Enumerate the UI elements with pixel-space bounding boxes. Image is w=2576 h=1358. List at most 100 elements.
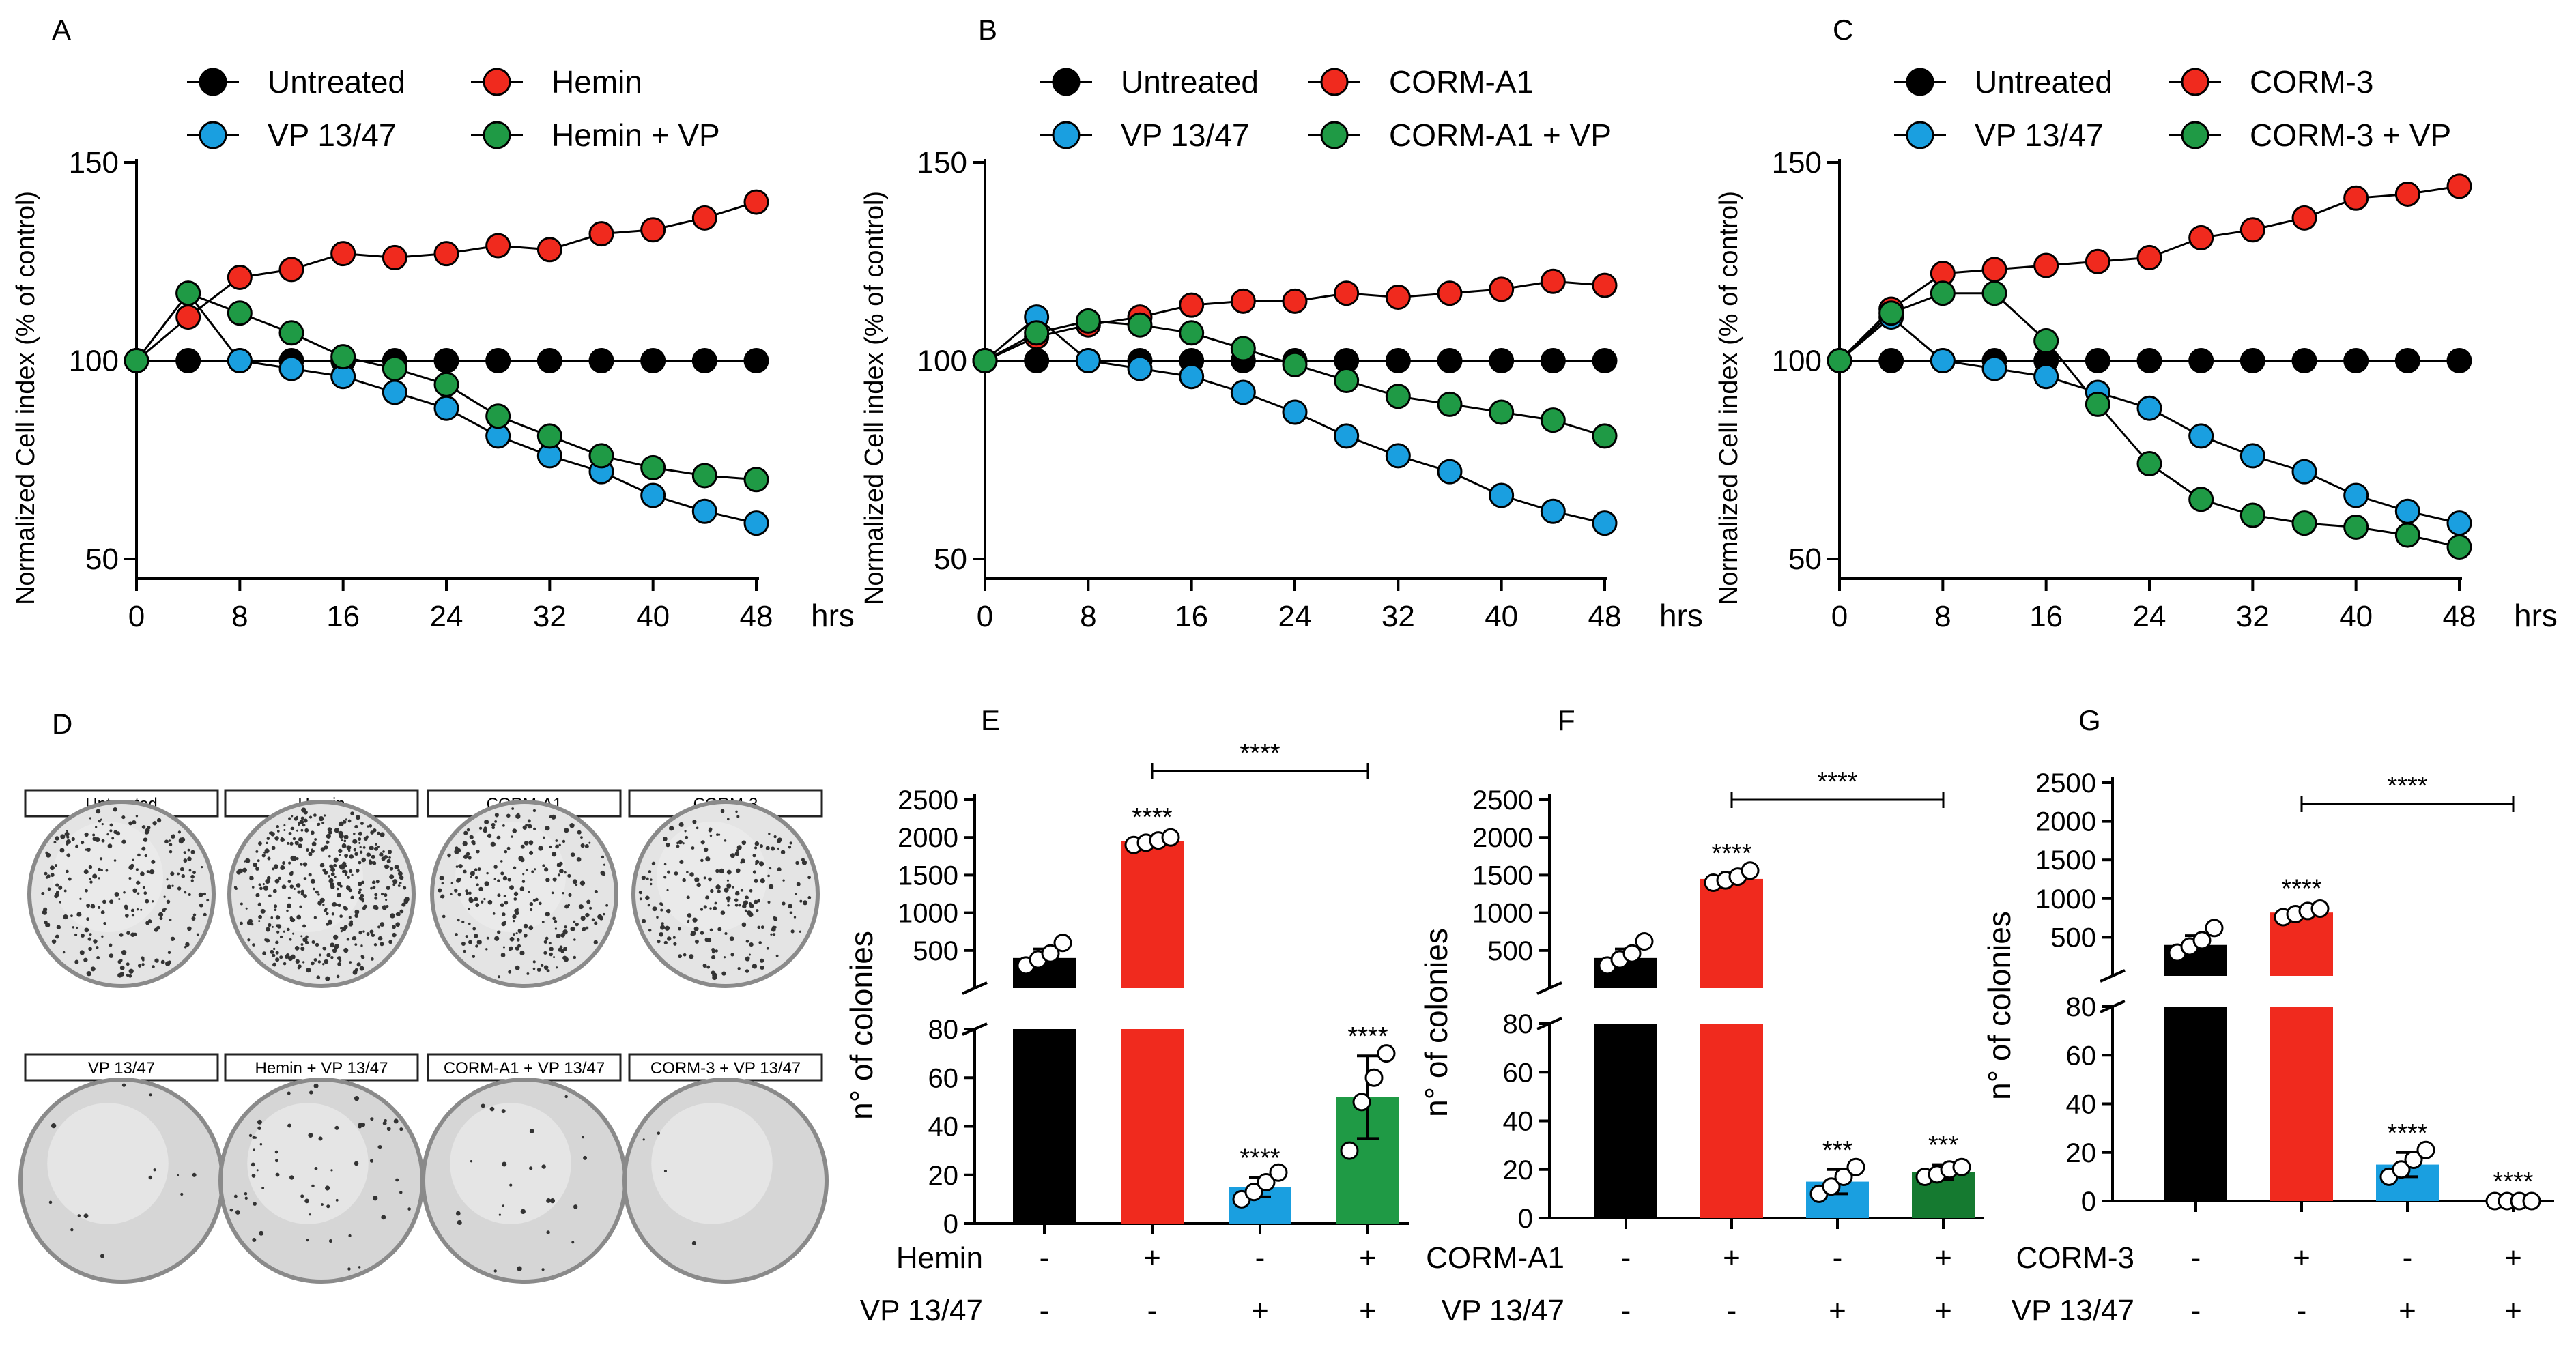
colony [45, 851, 48, 855]
colony [684, 830, 687, 833]
colony [85, 889, 88, 893]
y-tick-label: 1500 [2035, 846, 2096, 876]
colony [86, 917, 89, 921]
colony [549, 1198, 556, 1204]
colony [509, 1183, 513, 1187]
colony [554, 919, 558, 923]
factor-sign: + [1359, 1241, 1377, 1275]
colony [487, 833, 492, 838]
colony [354, 943, 358, 947]
colony [484, 819, 489, 825]
colony [719, 868, 724, 874]
colony [321, 1203, 324, 1206]
colony [394, 865, 399, 870]
colony [170, 936, 175, 941]
y-tick-label: 20 [2066, 1138, 2097, 1168]
panel-label: F [1558, 704, 1575, 736]
colony [294, 946, 300, 951]
colony [709, 907, 712, 910]
colony [358, 831, 362, 836]
colony [767, 901, 771, 904]
colony [541, 921, 545, 923]
colony [502, 1161, 507, 1167]
colony [83, 869, 89, 875]
colony [734, 898, 739, 902]
colony [255, 850, 259, 853]
colony [399, 875, 404, 880]
colony [388, 856, 391, 859]
colony [508, 970, 512, 974]
colony [274, 878, 280, 884]
colony [372, 885, 376, 889]
colony [544, 867, 549, 872]
colony [504, 901, 509, 905]
colony [336, 974, 340, 979]
y-axis-label: n° of colonies [1418, 928, 1454, 1117]
replicate-point [1377, 1044, 1396, 1063]
colony [475, 944, 478, 948]
colony [87, 848, 91, 852]
colony [351, 873, 354, 876]
colony [461, 942, 466, 947]
colony [270, 832, 275, 837]
x-tick-label: 16 [2029, 600, 2063, 633]
colony [466, 852, 470, 856]
colony [513, 933, 515, 936]
data-point [382, 356, 407, 381]
colony [280, 865, 285, 870]
colony [276, 830, 280, 833]
replicate-point [1364, 1068, 1384, 1087]
colony [149, 1093, 152, 1097]
colony [283, 962, 287, 966]
colony [549, 952, 553, 957]
data-point [743, 189, 769, 215]
colony [714, 977, 717, 979]
colony [253, 862, 258, 867]
colony [199, 903, 203, 908]
colony [491, 826, 496, 830]
colony [318, 815, 324, 822]
colony [339, 854, 341, 856]
colony [41, 891, 45, 895]
colony [180, 867, 184, 871]
factor-sign: - [1040, 1294, 1050, 1327]
colony [727, 899, 730, 903]
colony [66, 853, 71, 858]
colony [141, 825, 146, 829]
colony [454, 889, 458, 893]
colony [455, 1211, 461, 1216]
legend-label: Hemin + VP [552, 117, 720, 153]
colony [455, 865, 459, 868]
colony [474, 934, 478, 938]
colony [512, 919, 515, 923]
colony [796, 882, 801, 886]
colony [575, 883, 578, 886]
data-point [1878, 347, 1904, 373]
colony [509, 885, 514, 891]
colony [466, 828, 470, 832]
colony [694, 877, 700, 882]
colony [691, 1241, 696, 1245]
data-point [433, 371, 459, 397]
colony [105, 869, 109, 872]
x-axis-label: hrs [2514, 598, 2558, 633]
colony [801, 858, 805, 862]
colony [67, 839, 70, 842]
colony [136, 880, 141, 885]
colony [98, 867, 102, 871]
colony [369, 824, 373, 828]
colony [121, 950, 127, 955]
colony [316, 822, 320, 826]
colony [84, 927, 89, 933]
colony [554, 927, 558, 930]
colony [170, 871, 175, 876]
colony [177, 886, 182, 891]
y-tick-label: 40 [2066, 1090, 2097, 1120]
colony [272, 889, 277, 893]
colony [159, 916, 163, 921]
replicate-point [1834, 1167, 1853, 1186]
colony [166, 899, 171, 904]
colony [121, 1083, 126, 1087]
colony [450, 882, 453, 884]
colony [745, 940, 749, 943]
